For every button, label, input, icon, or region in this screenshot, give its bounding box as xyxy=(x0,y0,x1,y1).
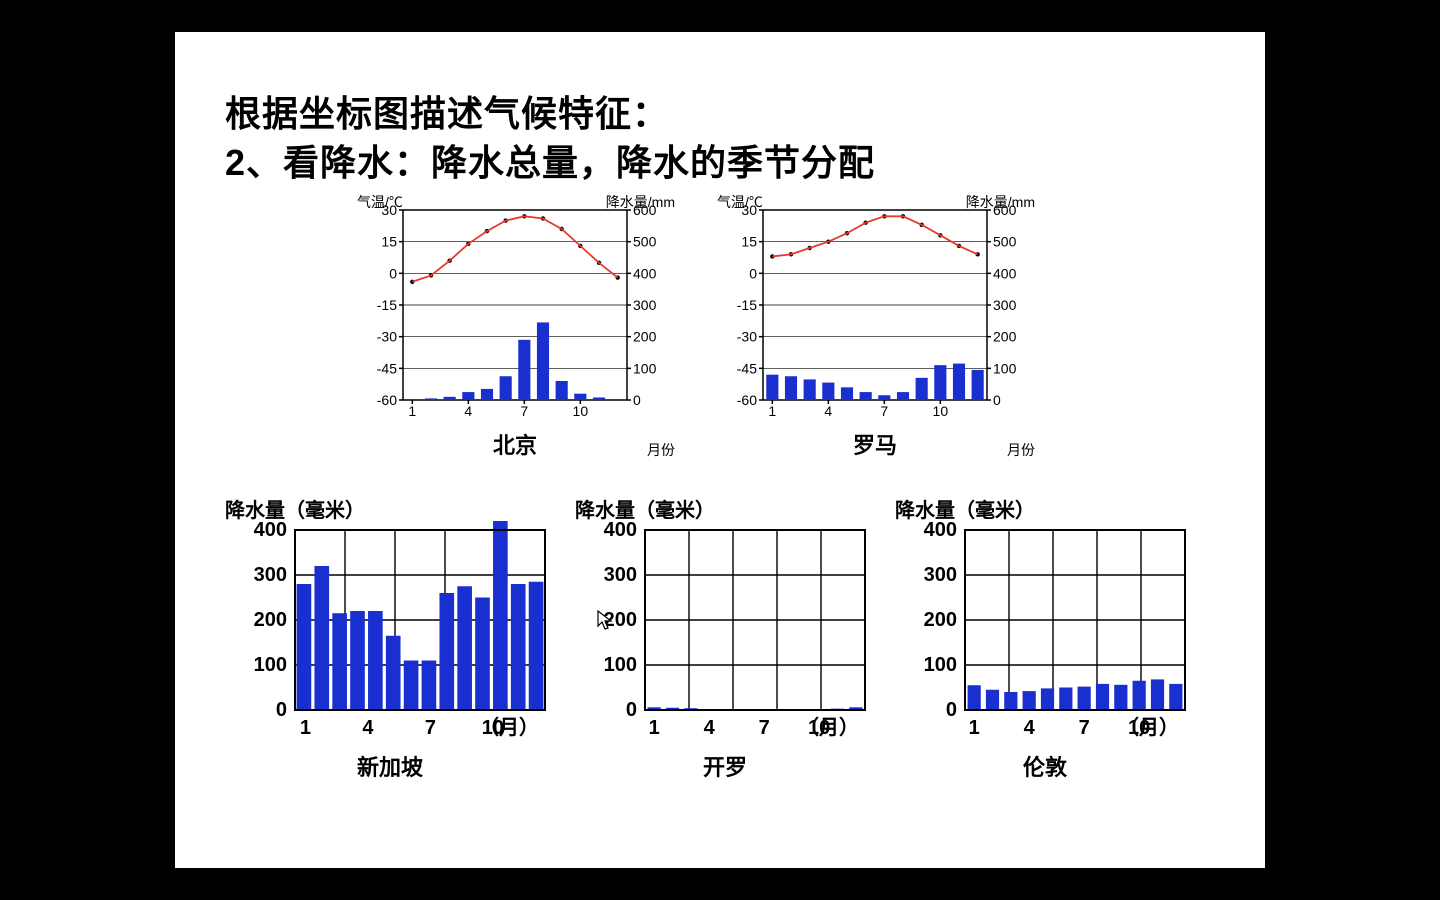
chart-rome: 气温/℃ 降水量/mm 30600155000400-15300-30200-4… xyxy=(715,192,1035,460)
chart-title: 开罗 xyxy=(575,750,875,782)
svg-text:7: 7 xyxy=(880,403,888,419)
svg-text:-45: -45 xyxy=(737,360,757,376)
chart-cairo: 降水量（毫米） 010020030040014710（月） 开罗 xyxy=(575,494,875,782)
svg-text:100: 100 xyxy=(254,654,287,676)
svg-text:300: 300 xyxy=(633,297,657,313)
month-axis-label: 月份 xyxy=(1007,440,1035,460)
svg-text:1: 1 xyxy=(768,403,776,419)
svg-text:10: 10 xyxy=(573,403,589,419)
svg-text:0: 0 xyxy=(626,699,637,721)
svg-text:-60: -60 xyxy=(377,392,397,408)
chart-beijing: 气温/℃ 降水量/mm 30600155000400-15300-30200-4… xyxy=(355,192,675,460)
svg-text:300: 300 xyxy=(254,564,287,586)
svg-text:200: 200 xyxy=(633,329,657,345)
svg-text:7: 7 xyxy=(759,717,770,739)
month-axis-label: 月份 xyxy=(647,440,675,460)
svg-text:1: 1 xyxy=(649,717,660,739)
svg-text:0: 0 xyxy=(993,392,1001,408)
svg-text:400: 400 xyxy=(993,265,1017,281)
svg-text:4: 4 xyxy=(464,403,472,419)
svg-text:300: 300 xyxy=(993,297,1017,313)
svg-text:1: 1 xyxy=(969,717,980,739)
precip-svg: 010020030040014710（月） xyxy=(895,494,1195,744)
svg-text:200: 200 xyxy=(993,329,1017,345)
chart-title: 新加坡 xyxy=(225,750,555,782)
svg-text:0: 0 xyxy=(946,699,957,721)
svg-text:4: 4 xyxy=(704,717,716,739)
svg-text:4: 4 xyxy=(362,717,374,739)
svg-text:100: 100 xyxy=(604,654,637,676)
svg-text:-60: -60 xyxy=(737,392,757,408)
svg-text:500: 500 xyxy=(993,234,1017,250)
svg-text:-15: -15 xyxy=(737,297,757,313)
svg-text:100: 100 xyxy=(993,360,1017,376)
precip-axis-label: 降水量/mm xyxy=(966,192,1035,212)
svg-text:100: 100 xyxy=(633,360,657,376)
svg-text:-30: -30 xyxy=(377,329,397,345)
svg-text:4: 4 xyxy=(1024,717,1036,739)
svg-text:0: 0 xyxy=(276,699,287,721)
svg-text:200: 200 xyxy=(924,609,957,631)
precip-title: 降水量（毫米） xyxy=(575,494,715,523)
svg-text:-15: -15 xyxy=(377,297,397,313)
svg-text:（月）: （月） xyxy=(1119,716,1179,739)
svg-text:10: 10 xyxy=(933,403,949,419)
heading-line-2: 2、看降水：降水总量，降水的季节分配 xyxy=(225,139,875,188)
precip-title: 降水量（毫米） xyxy=(225,494,365,523)
svg-text:-30: -30 xyxy=(737,329,757,345)
svg-text:7: 7 xyxy=(520,403,528,419)
heading-line-1: 根据坐标图描述气候特征： xyxy=(225,90,875,139)
temp-axis-label: 气温/℃ xyxy=(357,192,403,212)
svg-text:4: 4 xyxy=(824,403,832,419)
svg-text:300: 300 xyxy=(924,564,957,586)
chart-title: 罗马 xyxy=(715,428,1035,460)
chart-title: 北京 xyxy=(355,428,675,460)
heading: 根据坐标图描述气候特征： 2、看降水：降水总量，降水的季节分配 xyxy=(225,90,875,187)
svg-text:500: 500 xyxy=(633,234,657,250)
chart-title: 伦敦 xyxy=(895,750,1195,782)
svg-text:0: 0 xyxy=(389,265,397,281)
climograph-svg: 30600155000400-15300-30200-45100-6001471… xyxy=(355,192,675,422)
svg-text:7: 7 xyxy=(1079,717,1090,739)
slide: 根据坐标图描述气候特征： 2、看降水：降水总量，降水的季节分配 气温/℃ 降水量… xyxy=(175,32,1265,868)
temp-axis-label: 气温/℃ xyxy=(717,192,763,212)
svg-text:200: 200 xyxy=(254,609,287,631)
svg-text:15: 15 xyxy=(381,234,397,250)
svg-text:1: 1 xyxy=(408,403,416,419)
svg-text:15: 15 xyxy=(741,234,757,250)
svg-text:（月）: （月） xyxy=(799,716,859,739)
svg-text:0: 0 xyxy=(749,265,757,281)
precip-svg: 010020030040014710（月） xyxy=(225,494,555,744)
svg-text:（月）: （月） xyxy=(479,716,539,739)
climograph-svg: 30600155000400-15300-30200-45100-6001471… xyxy=(715,192,1035,422)
precip-title: 降水量（毫米） xyxy=(895,494,1035,523)
svg-text:300: 300 xyxy=(604,564,637,586)
precip-axis-label: 降水量/mm xyxy=(606,192,675,212)
svg-text:400: 400 xyxy=(633,265,657,281)
precip-svg: 010020030040014710（月） xyxy=(575,494,875,744)
svg-text:-45: -45 xyxy=(377,360,397,376)
svg-text:200: 200 xyxy=(604,609,637,631)
svg-text:7: 7 xyxy=(425,717,436,739)
chart-singapore: 降水量（毫米） 010020030040014710（月） 新加坡 xyxy=(225,494,555,782)
chart-london: 降水量（毫米） 010020030040014710（月） 伦敦 xyxy=(895,494,1195,782)
svg-text:100: 100 xyxy=(924,654,957,676)
svg-text:1: 1 xyxy=(300,717,311,739)
svg-text:0: 0 xyxy=(633,392,641,408)
